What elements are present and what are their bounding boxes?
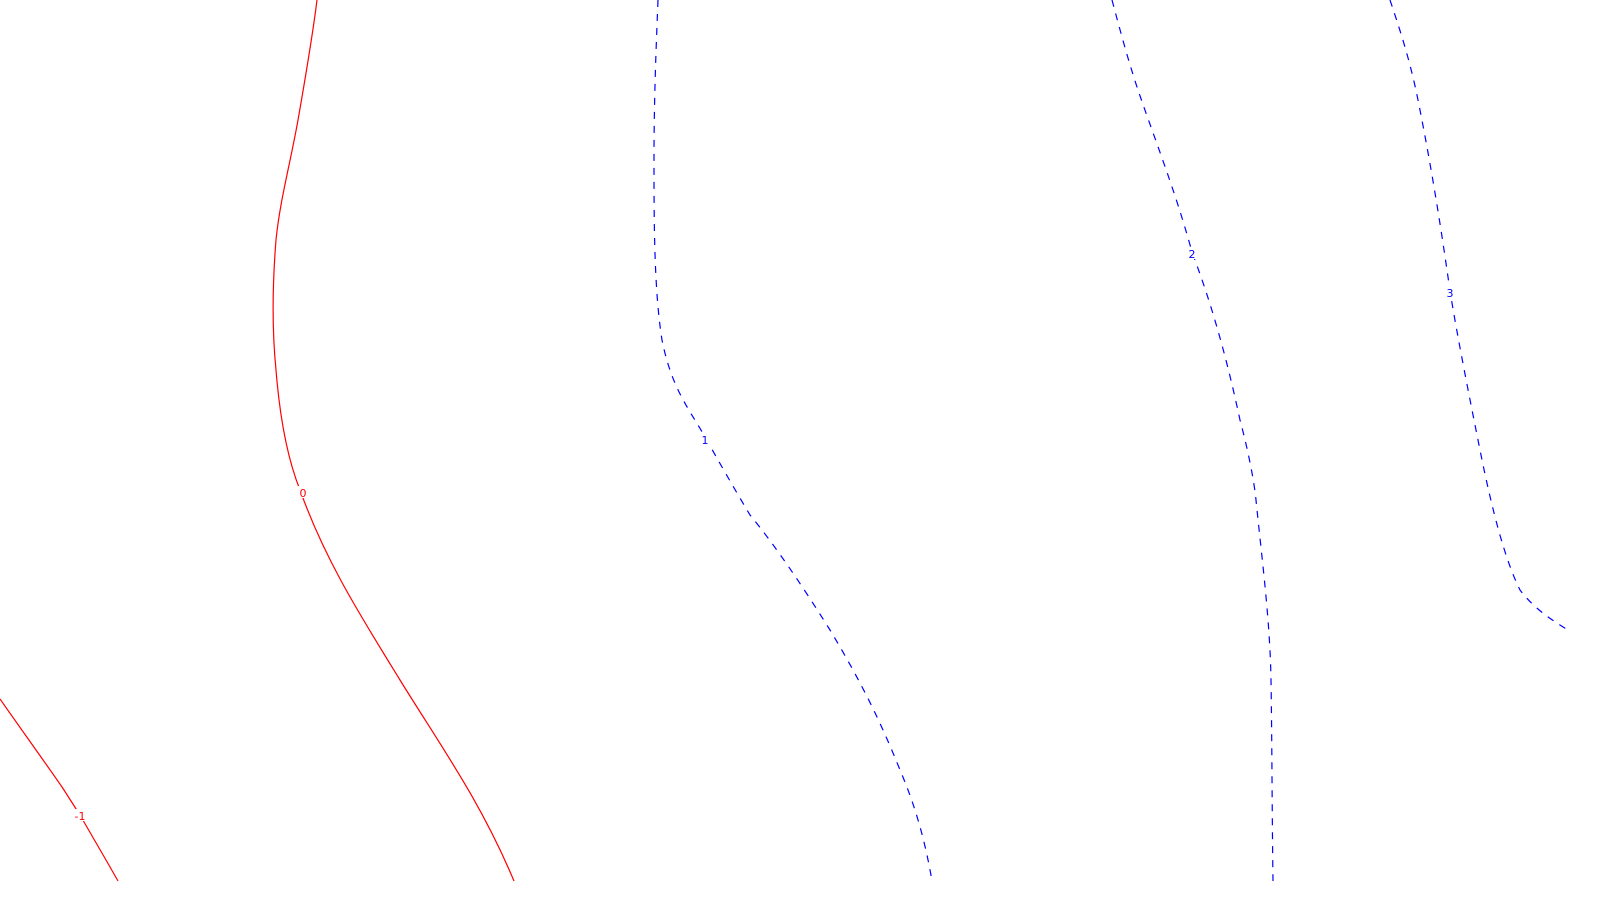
contour-line-level-2 bbox=[1111, 0, 1274, 882]
contour-line-level-neg1 bbox=[0, 698, 119, 882]
contour-labels: -1 0 1 2 3 bbox=[75, 247, 1455, 823]
contour-label-level-2: 2 bbox=[1189, 248, 1196, 261]
contour-label-background bbox=[700, 433, 710, 445]
contour-label-level-3: 3 bbox=[1447, 287, 1454, 300]
contour-label-background bbox=[298, 486, 308, 498]
contour-lines bbox=[0, 0, 1569, 882]
contour-label-background bbox=[75, 809, 85, 821]
contour-label-level-0: 0 bbox=[300, 487, 307, 500]
contour-line-level-3 bbox=[1389, 0, 1569, 631]
contour-line-level-1 bbox=[653, 0, 933, 882]
contour-label-background bbox=[1187, 247, 1197, 259]
contour-label-level-neg1: -1 bbox=[75, 810, 86, 823]
contour-label-background bbox=[1445, 286, 1455, 298]
contour-line-level-0 bbox=[272, 0, 515, 882]
contour-label-level-1: 1 bbox=[702, 434, 709, 447]
